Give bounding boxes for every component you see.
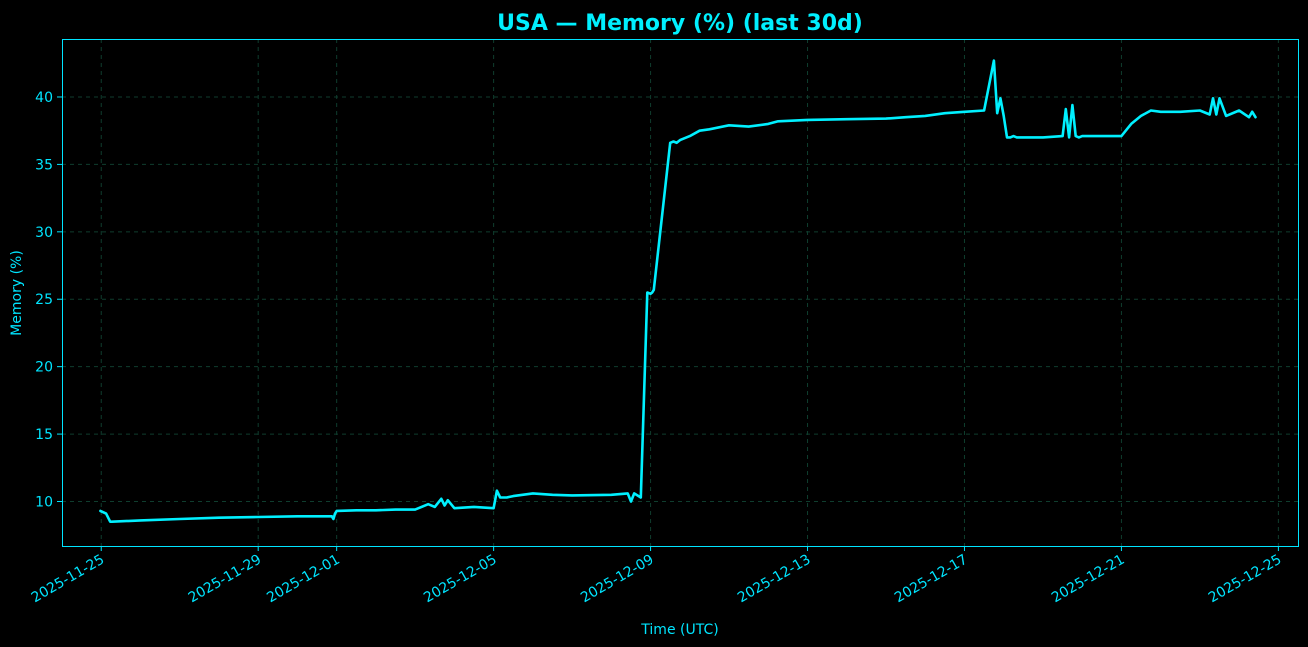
y-tick-label: 25 bbox=[35, 292, 53, 308]
series-line-memory bbox=[99, 59, 1257, 524]
y-tick-label: 15 bbox=[35, 427, 53, 443]
chart-title: USA — Memory (%) (last 30d) bbox=[497, 11, 863, 36]
series-layer bbox=[99, 59, 1257, 524]
x-axis-label: Time (UTC) bbox=[640, 622, 718, 638]
y-tick-label: 10 bbox=[35, 495, 53, 511]
plot-frame bbox=[62, 39, 1299, 547]
y-tick-label: 40 bbox=[35, 90, 53, 106]
y-tick-label: 35 bbox=[35, 157, 53, 173]
y-tick-label: 20 bbox=[35, 360, 53, 376]
grid-lines bbox=[62, 39, 1298, 546]
y-axis-ticks: 10 15 20 25 30 35 40 bbox=[35, 90, 62, 511]
y-tick-label: 30 bbox=[35, 225, 53, 241]
y-axis-label: Memory (%) bbox=[9, 250, 25, 336]
